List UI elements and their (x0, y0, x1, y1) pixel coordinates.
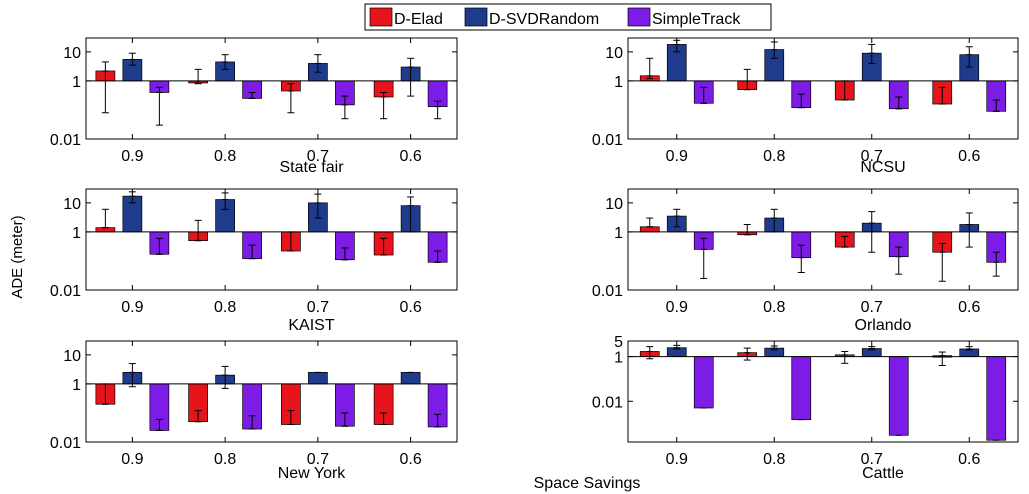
subplot-orlando: 0.01 1 10 0.9 0.8 0.7 0.6 Orlando (592, 188, 1019, 334)
x-tick-label: 0.9 (121, 451, 143, 468)
x-tick-label: 0.9 (121, 148, 143, 165)
x-tick-label: 0.7 (861, 148, 883, 165)
y-axis-label: ADE (meter) (9, 215, 26, 298)
legend-swatch-simpletrack (627, 7, 651, 27)
y-tick-label: 1 (72, 377, 81, 394)
x-tick-label: 0.7 (307, 299, 329, 316)
bar-simpletrack (888, 356, 909, 436)
y-tick-label: 1 (72, 225, 81, 242)
legend-label: D-Elad (394, 11, 443, 28)
x-tick-label: 0.6 (958, 451, 980, 468)
x-tick-label: 0.9 (121, 299, 143, 316)
plot-frame (627, 188, 1019, 291)
subplot-state-fair: 0.01 1 10 0.9 0.8 0.7 0.6 State fair (50, 37, 458, 176)
subplot-kaist: 0.01 1 10 0.9 0.8 0.7 0.6 KAIST (50, 188, 458, 334)
x-tick-label: 0.7 (307, 148, 329, 165)
legend-swatch-d-elad (369, 7, 393, 27)
bar-d-elad (95, 227, 116, 233)
y-tick-label: 1 (614, 350, 623, 367)
x-axis-label: Space Savings (534, 475, 641, 492)
x-tick-label: 0.7 (307, 451, 329, 468)
subplot-new-york: 0.01 1 10 0.9 0.8 0.7 0.6 New York (50, 340, 458, 482)
x-tick-label: 0.9 (666, 451, 688, 468)
legend-box (364, 3, 772, 31)
y-tick-label: 0.01 (50, 435, 81, 452)
y-tick-label: 10 (63, 348, 81, 365)
bar-simpletrack (693, 356, 714, 409)
y-tick-label: 10 (63, 196, 81, 213)
bar-simpletrack (791, 356, 812, 421)
x-tick-label: 0.7 (861, 299, 883, 316)
y-tick-label: 10 (605, 45, 623, 62)
x-tick-label: 0.9 (666, 148, 688, 165)
y-tick-label: 0.01 (592, 283, 623, 300)
bar-d-elad (639, 226, 660, 233)
subplot-title: KAIST (288, 317, 334, 334)
subplot-title: New York (278, 465, 347, 482)
y-tick-label: 0.01 (50, 132, 81, 149)
x-tick-label: 0.6 (400, 148, 422, 165)
bar-simpletrack (986, 356, 1007, 441)
plot-frame (627, 37, 1019, 140)
x-tick-label: 0.6 (400, 299, 422, 316)
x-tick-label: 0.8 (214, 148, 236, 165)
plot-frame (85, 37, 458, 140)
x-tick-label: 0.8 (763, 451, 785, 468)
y-tick-label: 1 (614, 74, 623, 91)
x-tick-label: 0.9 (666, 299, 688, 316)
subplot-title: Cattle (862, 465, 904, 482)
x-tick-label: 0.8 (214, 299, 236, 316)
legend-swatch-d-svdrandom (464, 7, 488, 27)
subplot-title: Orlando (855, 317, 912, 334)
y-tick-label: 0.01 (592, 394, 623, 411)
subplot-title: NCSU (860, 159, 905, 176)
y-tick-label: 5 (614, 334, 623, 351)
plot-frame (85, 188, 458, 291)
subplot-title: State fair (279, 159, 344, 176)
y-tick-label: 0.01 (50, 283, 81, 300)
x-tick-label: 0.6 (400, 451, 422, 468)
subplot-cattle: 0.01 15 0.9 0.8 0.7 0.6 Cattle (592, 334, 1019, 482)
legend-label: D-SVDRandom (489, 11, 599, 28)
y-tick-label: 1 (72, 74, 81, 91)
y-tick-label: 1 (614, 225, 623, 242)
plot-frame (85, 340, 458, 443)
bar-d-svdrandom (308, 371, 328, 385)
plot-frame (627, 340, 1019, 443)
bar-d-svdrandom (400, 371, 421, 385)
x-tick-label: 0.8 (763, 148, 785, 165)
y-tick-label: 0.01 (592, 132, 623, 149)
subplot-ncsu: 0.01 1 10 0.9 0.8 0.7 0.6 NCSU (592, 37, 1019, 176)
legend: D-Elad D-SVDRandom SimpleTrack (364, 3, 772, 31)
y-tick-label: 10 (63, 45, 81, 62)
legend-label: SimpleTrack (652, 11, 741, 28)
x-tick-label: 0.8 (214, 451, 236, 468)
x-tick-label: 0.6 (958, 148, 980, 165)
x-tick-label: 0.7 (861, 451, 883, 468)
y-tick-label: 10 (605, 196, 623, 213)
x-tick-label: 0.8 (763, 299, 785, 316)
x-tick-label: 0.6 (958, 299, 980, 316)
